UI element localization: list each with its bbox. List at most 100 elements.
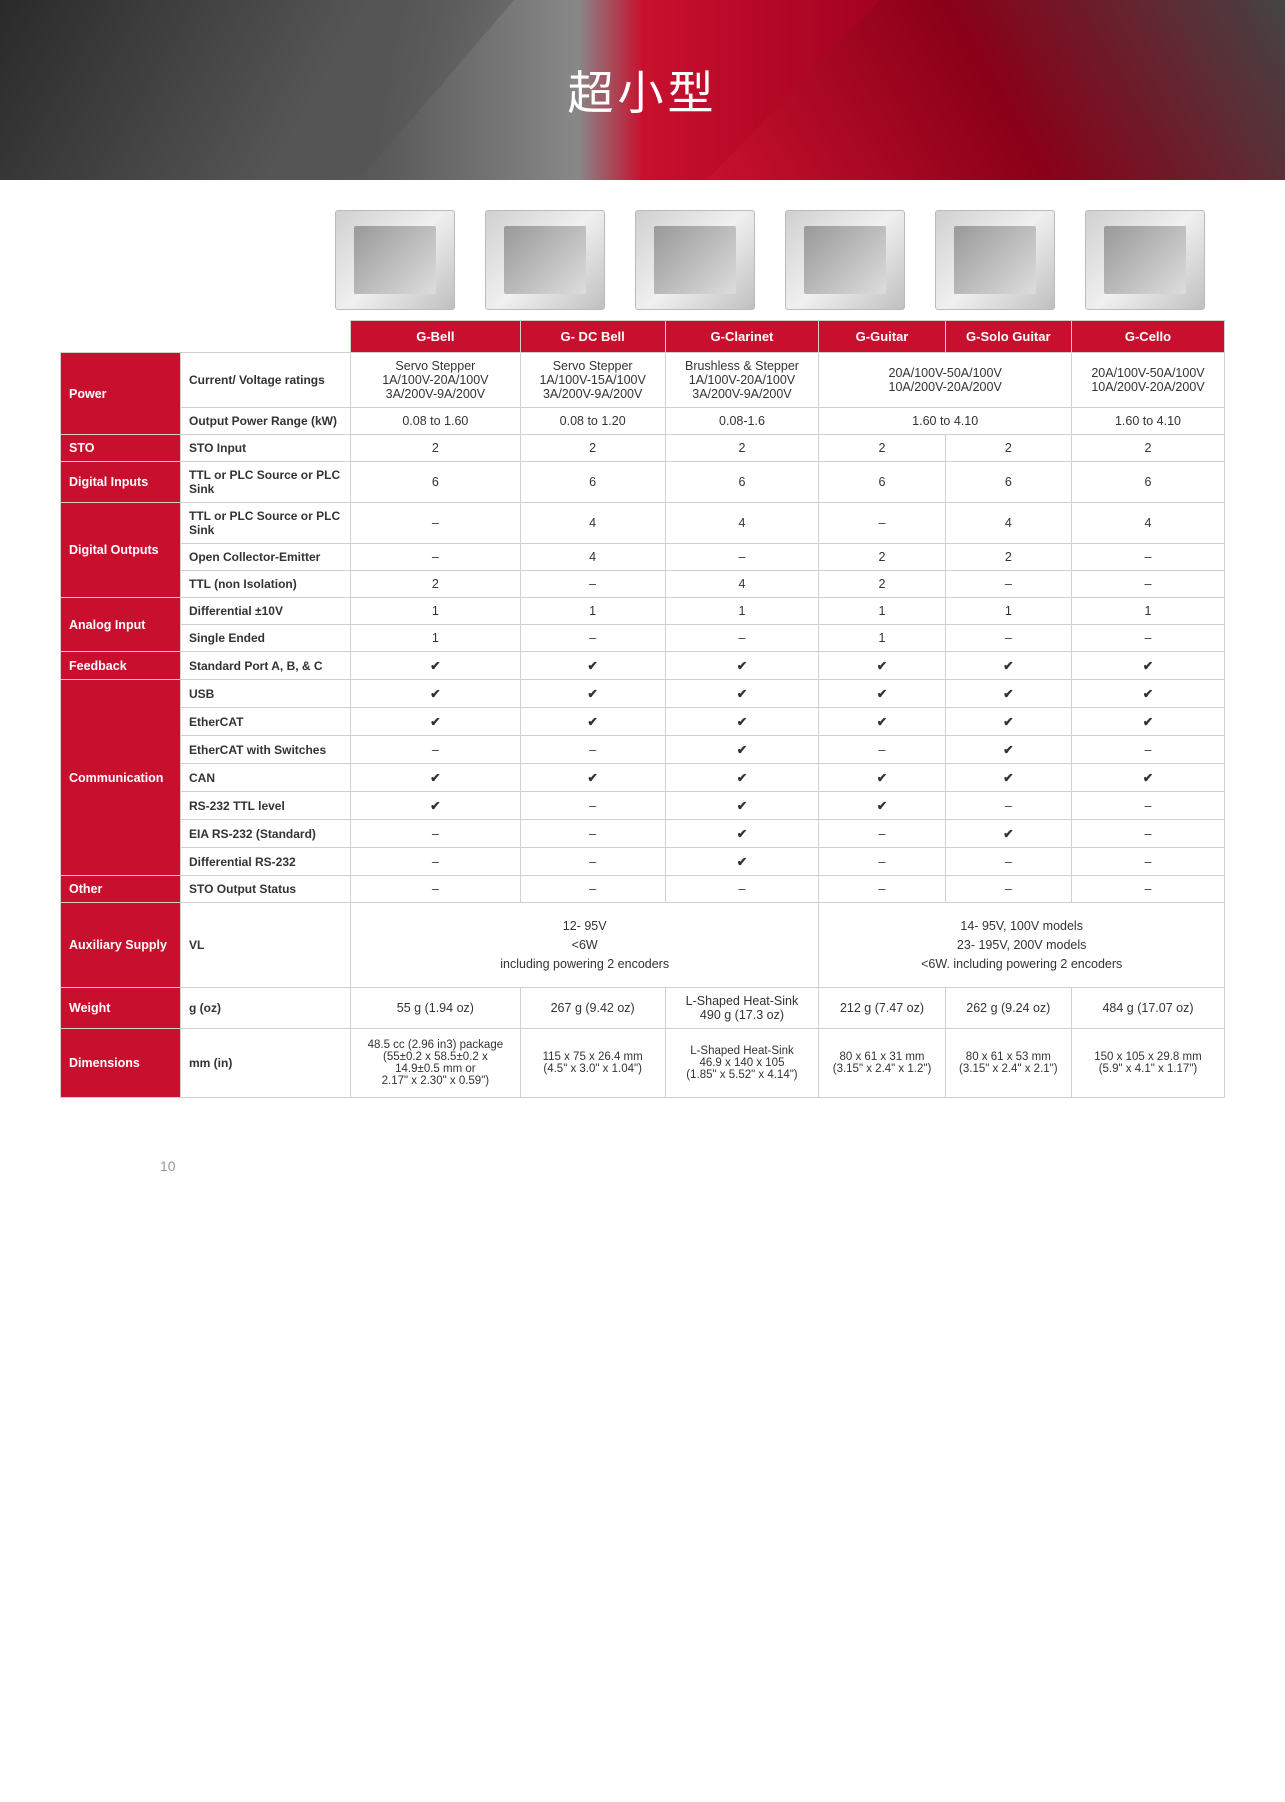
check-icon	[1003, 771, 1013, 785]
cell: 14- 95V, 100V models 23- 195V, 200V mode…	[819, 903, 1225, 988]
row-label: g (oz)	[181, 988, 351, 1029]
check-icon	[737, 659, 747, 673]
cat-other: Other	[61, 876, 181, 903]
check-icon	[737, 771, 747, 785]
cell: 1	[819, 625, 945, 652]
cell: –	[1071, 571, 1224, 598]
check-icon	[1143, 659, 1153, 673]
cat-power: Power	[61, 353, 181, 435]
table-row: Analog Input Differential ±10V 1 1 1 1 1…	[61, 598, 1225, 625]
check-icon	[737, 855, 747, 869]
cell: 55 g (1.94 oz)	[351, 988, 521, 1029]
row-label: RS-232 TTL level	[181, 792, 351, 820]
product-image-gdcbell	[485, 210, 605, 310]
cell	[1071, 876, 1224, 903]
cell	[819, 848, 945, 876]
table-row: Auxiliary Supply VL 12- 95V <6W includin…	[61, 903, 1225, 988]
check-icon	[1003, 715, 1013, 729]
row-label: STO Output Status	[181, 876, 351, 903]
table-row: Open Collector-Emitter – 4 – 2 2 –	[61, 544, 1225, 571]
hero-banner: 超小型	[0, 0, 1285, 180]
cell: 484 g (17.07 oz)	[1071, 988, 1224, 1029]
check-icon	[1143, 771, 1153, 785]
dash-icon	[589, 743, 596, 757]
cell: 1	[819, 598, 945, 625]
row-label: Current/ Voltage ratings	[181, 353, 351, 408]
cell	[665, 764, 819, 792]
check-icon	[1003, 827, 1013, 841]
cell: 150 x 105 x 29.8 mm (5.9" x 4.1" x 1.17"…	[1071, 1029, 1224, 1098]
check-icon	[430, 687, 440, 701]
table-row: Weight g (oz) 55 g (1.94 oz) 267 g (9.42…	[61, 988, 1225, 1029]
cell	[819, 652, 945, 680]
cell: 2	[945, 544, 1071, 571]
cell	[665, 736, 819, 764]
cell: Servo Stepper 1A/100V-20A/100V 3A/200V-9…	[351, 353, 521, 408]
cell: 4	[520, 544, 665, 571]
cell	[819, 736, 945, 764]
cell: 1	[351, 598, 521, 625]
cell: 2	[665, 435, 819, 462]
cell: 80 x 61 x 31 mm (3.15" x 2.4" x 1.2")	[819, 1029, 945, 1098]
check-icon	[737, 715, 747, 729]
cell: 4	[520, 503, 665, 544]
cell	[520, 820, 665, 848]
dash-icon	[879, 882, 886, 896]
cell: 48.5 cc (2.96 in3) package (55±0.2 x 58.…	[351, 1029, 521, 1098]
row-label: EtherCAT with Switches	[181, 736, 351, 764]
table-row: RS-232 TTL level	[61, 792, 1225, 820]
cell: –	[351, 544, 521, 571]
row-label: Differential RS-232	[181, 848, 351, 876]
cell: 0.08-1.6	[665, 408, 819, 435]
cell	[945, 848, 1071, 876]
dash-icon	[1145, 882, 1152, 896]
cell	[520, 680, 665, 708]
dash-icon	[432, 855, 439, 869]
cell: 2	[945, 435, 1071, 462]
cell	[819, 680, 945, 708]
cell	[945, 764, 1071, 792]
row-label: Open Collector-Emitter	[181, 544, 351, 571]
dash-icon	[738, 882, 745, 896]
cell: 4	[1071, 503, 1224, 544]
banner-title: 超小型	[568, 57, 718, 123]
dash-icon	[589, 882, 596, 896]
cell	[520, 764, 665, 792]
check-icon	[877, 687, 887, 701]
cell: 4	[665, 503, 819, 544]
cell	[665, 708, 819, 736]
table-row: CAN	[61, 764, 1225, 792]
cell	[819, 708, 945, 736]
check-icon	[1003, 687, 1013, 701]
table-row: Other STO Output Status	[61, 876, 1225, 903]
cell: –	[945, 571, 1071, 598]
cell: –	[1071, 544, 1224, 571]
cell	[520, 876, 665, 903]
cell	[945, 652, 1071, 680]
row-label: EtherCAT	[181, 708, 351, 736]
cat-analog-input: Analog Input	[61, 598, 181, 652]
cell: 20A/100V-50A/100V 10A/200V-20A/200V	[1071, 353, 1224, 408]
row-label: Output Power Range (kW)	[181, 408, 351, 435]
cell: 4	[945, 503, 1071, 544]
cell	[665, 820, 819, 848]
cell	[665, 876, 819, 903]
table-row: Dimensions mm (in) 48.5 cc (2.96 in3) pa…	[61, 1029, 1225, 1098]
cell	[351, 680, 521, 708]
cell	[351, 792, 521, 820]
cat-digital-inputs: Digital Inputs	[61, 462, 181, 503]
dash-icon	[432, 827, 439, 841]
product-image-gguitar	[785, 210, 905, 310]
banner-bg-left	[0, 0, 514, 180]
row-label: Differential ±10V	[181, 598, 351, 625]
row-label: TTL or PLC Source or PLC Sink	[181, 462, 351, 503]
table-row: EtherCAT with Switches	[61, 736, 1225, 764]
cell: 0.08 to 1.20	[520, 408, 665, 435]
cell: 2	[819, 435, 945, 462]
dash-icon	[1005, 855, 1012, 869]
row-label: Standard Port A, B, & C	[181, 652, 351, 680]
cell: 6	[1071, 462, 1224, 503]
cell	[520, 848, 665, 876]
cell	[351, 708, 521, 736]
cell: –	[945, 625, 1071, 652]
